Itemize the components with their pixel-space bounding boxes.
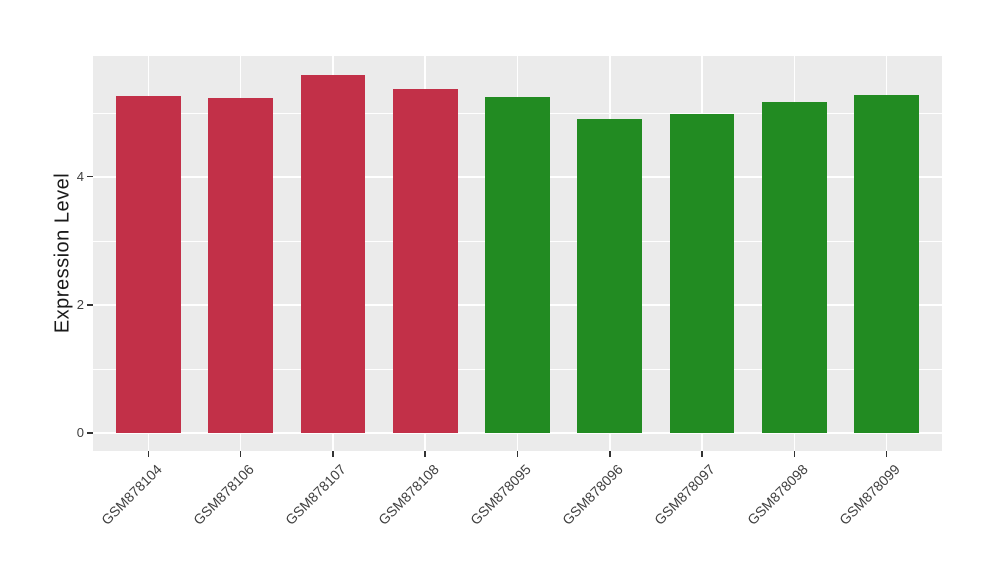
y-axis-title: Expression Level	[51, 172, 74, 334]
y-tick-label: 0	[76, 425, 84, 441]
x-tick-mark	[332, 451, 334, 457]
x-tick-label: GSM878104	[97, 461, 165, 528]
bar-GSM878106	[208, 98, 273, 434]
bar-GSM878097	[669, 113, 735, 434]
x-tick-mark	[793, 451, 796, 457]
x-tick-mark	[147, 451, 150, 457]
y-tick-label: 2	[76, 297, 84, 313]
x-tick-mark	[239, 451, 242, 457]
y-tick-mark	[87, 175, 93, 178]
x-tick-mark	[885, 451, 888, 457]
y-tick-mark	[87, 304, 93, 306]
x-tick-label: GSM878107	[282, 461, 350, 528]
bar-GSM878095	[485, 96, 550, 434]
x-tick-label: GSM878097	[651, 461, 719, 528]
x-tick-label: GSM878099	[836, 461, 903, 528]
bar-GSM878104	[116, 95, 181, 434]
plot-panel	[93, 56, 942, 451]
x-tick-mark	[701, 451, 703, 457]
bar-GSM878096	[577, 118, 643, 434]
x-tick-label: GSM878098	[743, 461, 811, 528]
x-tick-label: GSM878108	[374, 461, 442, 528]
x-tick-label: GSM878095	[466, 461, 534, 528]
x-tick-mark	[609, 451, 611, 457]
y-tick-label: 4	[76, 168, 84, 184]
x-tick-label: GSM878096	[559, 461, 627, 528]
bar-GSM878099	[854, 95, 919, 434]
bar-GSM878107	[300, 74, 366, 434]
x-tick-mark	[424, 451, 426, 457]
x-tick-mark	[516, 451, 519, 457]
y-tick-mark	[87, 432, 93, 434]
x-tick-label: GSM878106	[190, 461, 257, 528]
bar-GSM878098	[762, 102, 827, 434]
bar-GSM878108	[392, 88, 458, 434]
